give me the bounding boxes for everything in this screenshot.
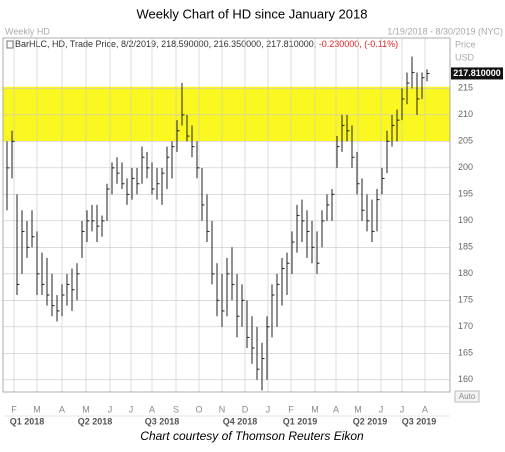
y-tick-label: 160: [458, 374, 473, 384]
plot: 160 165 170 175 180 185 190 195 200 205 210 215 F M A M…: [2, 37, 503, 426]
y-tick-label: 185: [458, 242, 473, 252]
x-tick-label: A: [59, 404, 65, 414]
last-price-box: [451, 67, 503, 80]
quarter-label: Q3 2019: [402, 416, 437, 426]
y-tick-label: 210: [458, 109, 473, 119]
quarter-label: Q1 2019: [283, 416, 318, 426]
auto-label[interactable]: Auto: [459, 392, 476, 401]
x-tick-label: J: [400, 404, 405, 414]
highlight-band: [3, 86, 450, 142]
x-tick-label: F: [11, 404, 17, 414]
x-tick-label: J: [108, 404, 113, 414]
caption: Chart courtesy of Thomson Reuters Eikon: [140, 429, 364, 443]
info: BarHLC, HD, Trade Price, 8/2/2019, 218.5…: [15, 39, 398, 49]
series-icon: [6, 40, 14, 49]
plot-frame: [2, 37, 451, 393]
x-tick-label: M: [354, 404, 362, 414]
x-tick-label: J: [129, 404, 134, 414]
y-axis-label: Price: [455, 39, 476, 49]
x-tick-label: M: [33, 404, 41, 414]
y-tick-label: 205: [458, 136, 473, 146]
x-tick-label: N: [219, 404, 226, 414]
y-tick-label: 165: [458, 348, 473, 358]
date-range: 1/19/2018 - 8/30/2019 (NYC): [387, 26, 503, 36]
y-axis-unit: USD: [455, 52, 475, 62]
x-tick-label: A: [422, 404, 428, 414]
y-tick-label: 190: [458, 215, 473, 225]
chart-name: Weekly HD: [5, 26, 50, 36]
x-tick-label: D: [242, 404, 249, 414]
quarter-label: Q1 2018: [10, 416, 45, 426]
x-tick-label: J: [379, 404, 384, 414]
quarter-label: Q3 2018: [145, 416, 180, 426]
quarter-label: Q2 2018: [78, 416, 113, 426]
x-tick-label: A: [149, 404, 155, 414]
y-tick-label: 200: [458, 162, 473, 172]
x-tick-label: M: [311, 404, 319, 414]
y-tick-label: 215: [458, 83, 473, 93]
auto-button[interactable]: [454, 390, 480, 403]
x-tick-label: J: [266, 404, 271, 414]
x-tick-label: A: [333, 404, 339, 414]
info-change: -0.230000, (-0.11%): [319, 39, 398, 49]
quarter-label: Q4 2018: [223, 416, 258, 426]
last-price-label: 217.810000: [453, 68, 501, 78]
x-tick-label: O: [195, 404, 202, 414]
y-tick-label: 175: [458, 295, 473, 305]
info-values: BarHLC, HD, Trade Price, 8/2/2019, 218.5…: [15, 39, 316, 49]
x-tick-label: F: [288, 404, 294, 414]
quarter-label: Q2 2019: [353, 416, 388, 426]
y-tick-label: 180: [458, 268, 473, 278]
y-tick-label: 195: [458, 189, 473, 199]
x-tick-label: M: [82, 404, 90, 414]
chart-title: Weekly Chart of HD since January 2018: [137, 6, 368, 21]
x-tick-label: S: [173, 404, 179, 414]
y-tick-label: 170: [458, 321, 473, 331]
